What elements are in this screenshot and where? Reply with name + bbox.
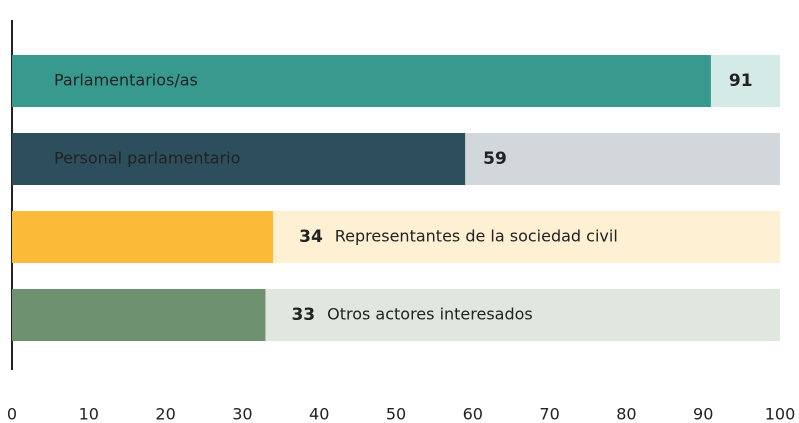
category-label: Personal parlamentario xyxy=(54,149,240,168)
bar xyxy=(12,133,466,185)
x-tick-label: 100 xyxy=(765,405,796,423)
x-tick-label: 20 xyxy=(155,405,175,423)
x-tick-label: 70 xyxy=(539,405,559,423)
value-label: 34 xyxy=(299,227,323,247)
category-label: Representantes de la sociedad civil xyxy=(335,227,618,246)
value-label: 91 xyxy=(729,71,753,91)
x-tick-label: 30 xyxy=(232,405,252,423)
value-label: 59 xyxy=(483,149,507,169)
x-tick-label: 0 xyxy=(7,405,17,423)
bar xyxy=(12,55,711,107)
x-tick-label: 10 xyxy=(79,405,99,423)
x-tick-label: 60 xyxy=(463,405,483,423)
x-tick-label: 80 xyxy=(616,405,636,423)
x-tick-label: 40 xyxy=(309,405,329,423)
x-tick-label: 90 xyxy=(693,405,713,423)
x-tick-label: 50 xyxy=(386,405,406,423)
category-label: Otros actores interesados xyxy=(327,305,533,324)
bar xyxy=(12,289,266,341)
category-label: Parlamentarios/as xyxy=(54,71,198,90)
value-label: 33 xyxy=(291,305,315,325)
bar xyxy=(12,211,274,263)
